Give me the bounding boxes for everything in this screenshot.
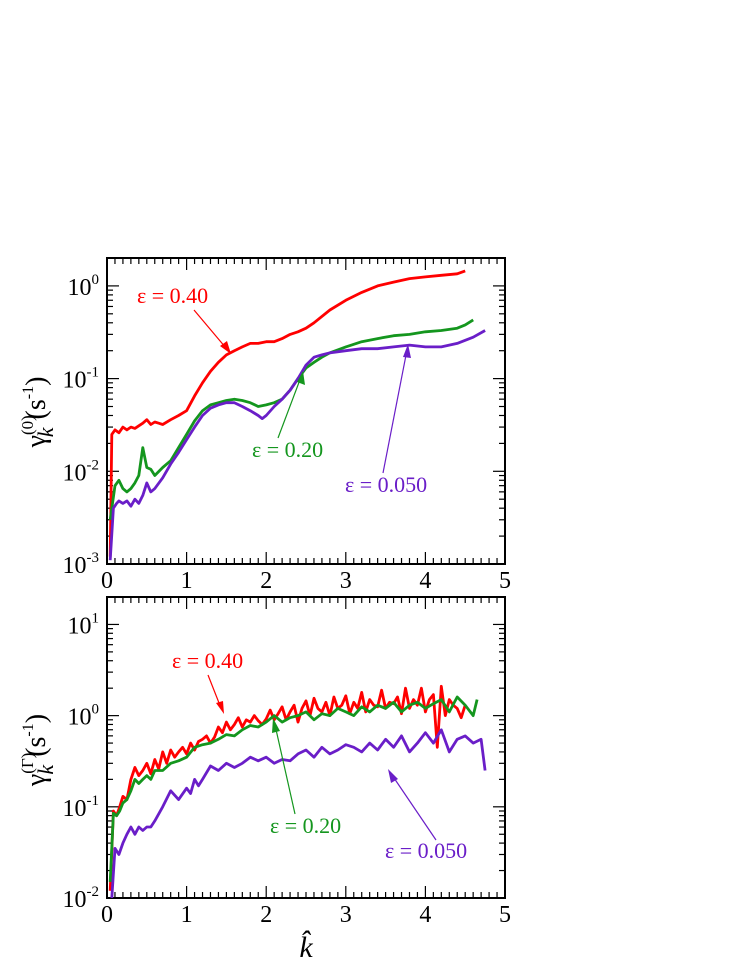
bot-xtick-label: 2 bbox=[260, 902, 272, 928]
top-xtick-label: 1 bbox=[181, 568, 193, 594]
bottom-xtick-labels: 0 1 2 3 4 5 bbox=[101, 902, 511, 928]
bottom-annotation-eps-0.20-arrowhead bbox=[272, 718, 280, 733]
bottom-series-eps-0.050-line bbox=[110, 728, 487, 898]
bot-ytick-label: 101 bbox=[68, 610, 100, 639]
bottom-annotation-eps-0.050-label: ε = 0.050 bbox=[385, 838, 467, 863]
bottom-series-eps-0.20-line bbox=[108, 695, 479, 882]
top-xtick-labels: 0 1 2 3 4 5 bbox=[101, 568, 511, 594]
top-annotation-eps-0.20-arrow bbox=[277, 376, 302, 439]
top-ytick-labels: 10-3 10-2 10-1 100 bbox=[63, 272, 100, 579]
top-series-eps-0.20-line bbox=[108, 318, 474, 520]
bottom-annotation-eps-0.20: ε = 0.20 bbox=[270, 718, 341, 838]
svg-text:γ(Γ)k(s-1): γ(Γ)k(s-1) bbox=[18, 714, 58, 787]
top-ytick-label: 100 bbox=[68, 272, 100, 301]
bottom-annotation-eps-0.40-arrowhead bbox=[216, 701, 224, 714]
bottom-annotation-eps-0.40: ε = 0.40 bbox=[172, 648, 243, 714]
bottom-annotation-eps-0.20-arrow bbox=[274, 724, 296, 815]
bottom-y-axis-label: γ(Γ)k(s-1) bbox=[18, 714, 58, 787]
top-ytick-label: 10-1 bbox=[63, 365, 100, 394]
top-annotation-eps-0.050-arrow bbox=[382, 349, 408, 474]
bottom-annotation-eps-0.20-label: ε = 0.20 bbox=[270, 813, 341, 838]
bot-ytick-label: 100 bbox=[68, 702, 100, 731]
top-annotation-eps-0.20-arrowhead bbox=[297, 371, 305, 385]
top-y-axis-label: γ(0)k(s-1) bbox=[18, 377, 58, 449]
top-series-eps-0.050-line bbox=[108, 329, 486, 561]
bottom-annotation-eps-0.050-arrowhead bbox=[388, 769, 398, 783]
top-xtick-label: 4 bbox=[419, 568, 431, 594]
bot-xtick-label: 4 bbox=[419, 902, 431, 928]
bot-ytick-label: 10-2 bbox=[63, 884, 100, 913]
top-annotation-eps-0.050-label: ε = 0.050 bbox=[345, 472, 427, 497]
top-xtick-label: 3 bbox=[340, 568, 352, 594]
top-xtick-label: 5 bbox=[499, 568, 511, 594]
x-axis-label-text: k̂ bbox=[299, 930, 313, 964]
bottom-annotation-eps-0.050: ε = 0.050 bbox=[385, 769, 467, 863]
top-ticks bbox=[106, 257, 506, 565]
bottom-annotation-eps-0.40-label: ε = 0.40 bbox=[172, 648, 243, 673]
bottom-annotation-eps-0.050-arrow bbox=[391, 774, 437, 841]
top-annotation-eps-0.20: ε = 0.20 bbox=[252, 371, 323, 462]
top-annotation-eps-0.40: ε = 0.40 bbox=[137, 283, 231, 354]
top-ytick-label: 10-2 bbox=[63, 457, 100, 486]
top-panel: 10-3 10-2 10-1 100 0 1 2 3 4 5 γ(0)k(s-1) ε = 0.… bbox=[18, 257, 511, 594]
top-annotation-eps-0.050: ε = 0.050 bbox=[345, 344, 427, 497]
top-xtick-label: 0 bbox=[101, 568, 113, 594]
top-xtick-label: 2 bbox=[260, 568, 272, 594]
top-annotation-eps-0.40-arrow bbox=[193, 309, 227, 349]
bot-ytick-label: 10-1 bbox=[63, 793, 100, 822]
bottom-ytick-labels: 10-2 10-1 100 101 bbox=[63, 610, 100, 913]
x-axis-label: k̂ bbox=[299, 930, 313, 964]
top-annotation-eps-0.20-label: ε = 0.20 bbox=[252, 437, 323, 462]
top-annotation-eps-0.40-arrowhead bbox=[220, 341, 231, 354]
top-annotation-eps-0.050-arrowhead bbox=[403, 344, 411, 358]
top-annotation-eps-0.40-label: ε = 0.40 bbox=[137, 283, 208, 308]
bot-xtick-label: 3 bbox=[340, 902, 352, 928]
svg-text:γ(0)k(s-1): γ(0)k(s-1) bbox=[18, 377, 58, 449]
top-ytick-label: 10-3 bbox=[63, 550, 100, 579]
bot-xtick-label: 1 bbox=[181, 902, 193, 928]
top-series-eps-0.40-line bbox=[108, 269, 466, 557]
bot-xtick-label: 0 bbox=[101, 902, 113, 928]
bottom-panel: 10-2 10-1 100 101 0 1 2 3 4 5 γ(Γ)k(s-1) ε = 0.4… bbox=[18, 596, 511, 964]
bot-xtick-label: 5 bbox=[499, 902, 511, 928]
